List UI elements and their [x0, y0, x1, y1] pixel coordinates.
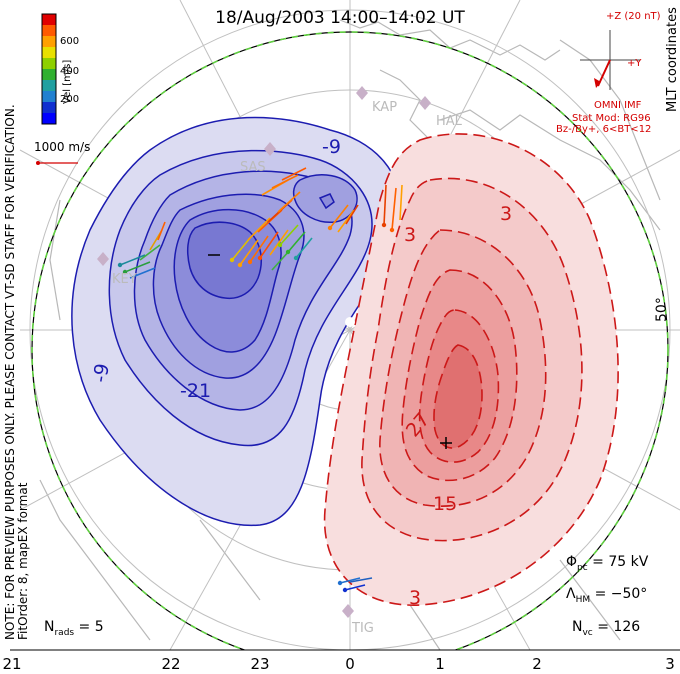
velocity-scale-label: 1000 m/s	[34, 140, 91, 154]
station-kap: KAP	[372, 100, 398, 115]
imf-z-label: +Z (20 nT)	[606, 11, 661, 22]
contour-label-neg-a: -9	[322, 136, 341, 158]
contour-label-pos-d: 15	[433, 493, 458, 515]
colorbar-swatch	[42, 47, 56, 59]
colorbar-tick-600: 600	[60, 36, 80, 47]
mlt-tick-21: 21	[2, 655, 22, 673]
colorbar-swatch	[42, 102, 56, 114]
contour-label-neg-c: -21	[180, 380, 212, 402]
colorbar-swatch	[42, 80, 56, 92]
colorbar-swatch	[42, 25, 56, 37]
colorbar-swatch	[42, 113, 56, 125]
mlt-tick-0: 0	[345, 655, 355, 673]
colorbar-tick-400: 400	[60, 66, 80, 77]
mlt-tick-2: 2	[532, 655, 542, 673]
mlt-tick-3: 3	[665, 655, 675, 673]
colorbar-swatch	[42, 36, 56, 48]
colorbar-swatch	[42, 91, 56, 103]
contour-label-pos-e: 3	[409, 587, 422, 609]
contour-label-pos-b: 3	[404, 224, 417, 246]
imf-bin: Bz-/By+, 6<BT<12	[556, 124, 652, 135]
colorbar-swatch	[42, 58, 56, 70]
mlt-tick-22: 22	[161, 655, 181, 673]
velocity-vectors	[38, 162, 403, 591]
preview-note: NOTE: FOR PREVIEW PURPOSES ONLY. PLEASE …	[3, 104, 30, 640]
radar-sites	[97, 86, 431, 618]
stat-model: Stat Mod: RG96	[572, 113, 651, 124]
velocity-colorbar	[41, 13, 57, 125]
colorbar-frame	[41, 13, 57, 125]
n-vc: Nvc = 126	[572, 619, 641, 638]
latitude-label: 50°	[654, 297, 670, 322]
imf-y-label: +Y	[627, 58, 642, 69]
station-tig: TIG	[352, 621, 374, 636]
colorbar-swatch	[42, 69, 56, 81]
map-title: 18/Aug/2003 14:00–14:02 UT	[215, 8, 465, 28]
station-key: KEY	[112, 272, 137, 287]
mlt-tick-1: 1	[435, 655, 445, 673]
contour-label-pos-a: 3	[500, 203, 513, 225]
coordinates-label: MLT coordinates	[665, 7, 680, 112]
colorbar-tick-200: 200	[60, 94, 80, 105]
pole-marker	[345, 317, 355, 327]
positive-potential-cell	[323, 133, 619, 606]
vector-origins	[36, 161, 395, 593]
imf-clock	[580, 30, 640, 90]
n-rads: Nrads = 5	[44, 619, 104, 638]
lambda-hm: ΛHM = −50°	[566, 586, 648, 605]
negative-potential-cell	[71, 116, 403, 527]
note-line-2: FitOrder: 8, mapEX format	[16, 482, 30, 640]
station-hal: HAL	[436, 114, 462, 129]
colorbar-swatch	[42, 14, 56, 26]
imf-source: OMNI IMF	[594, 100, 642, 111]
contour-label-neg-b: -9	[88, 361, 114, 385]
phi-pc: Φpc = 75 kV	[566, 554, 649, 573]
mlt-tick-23: 23	[250, 655, 270, 673]
station-sas: SAS	[240, 160, 266, 175]
